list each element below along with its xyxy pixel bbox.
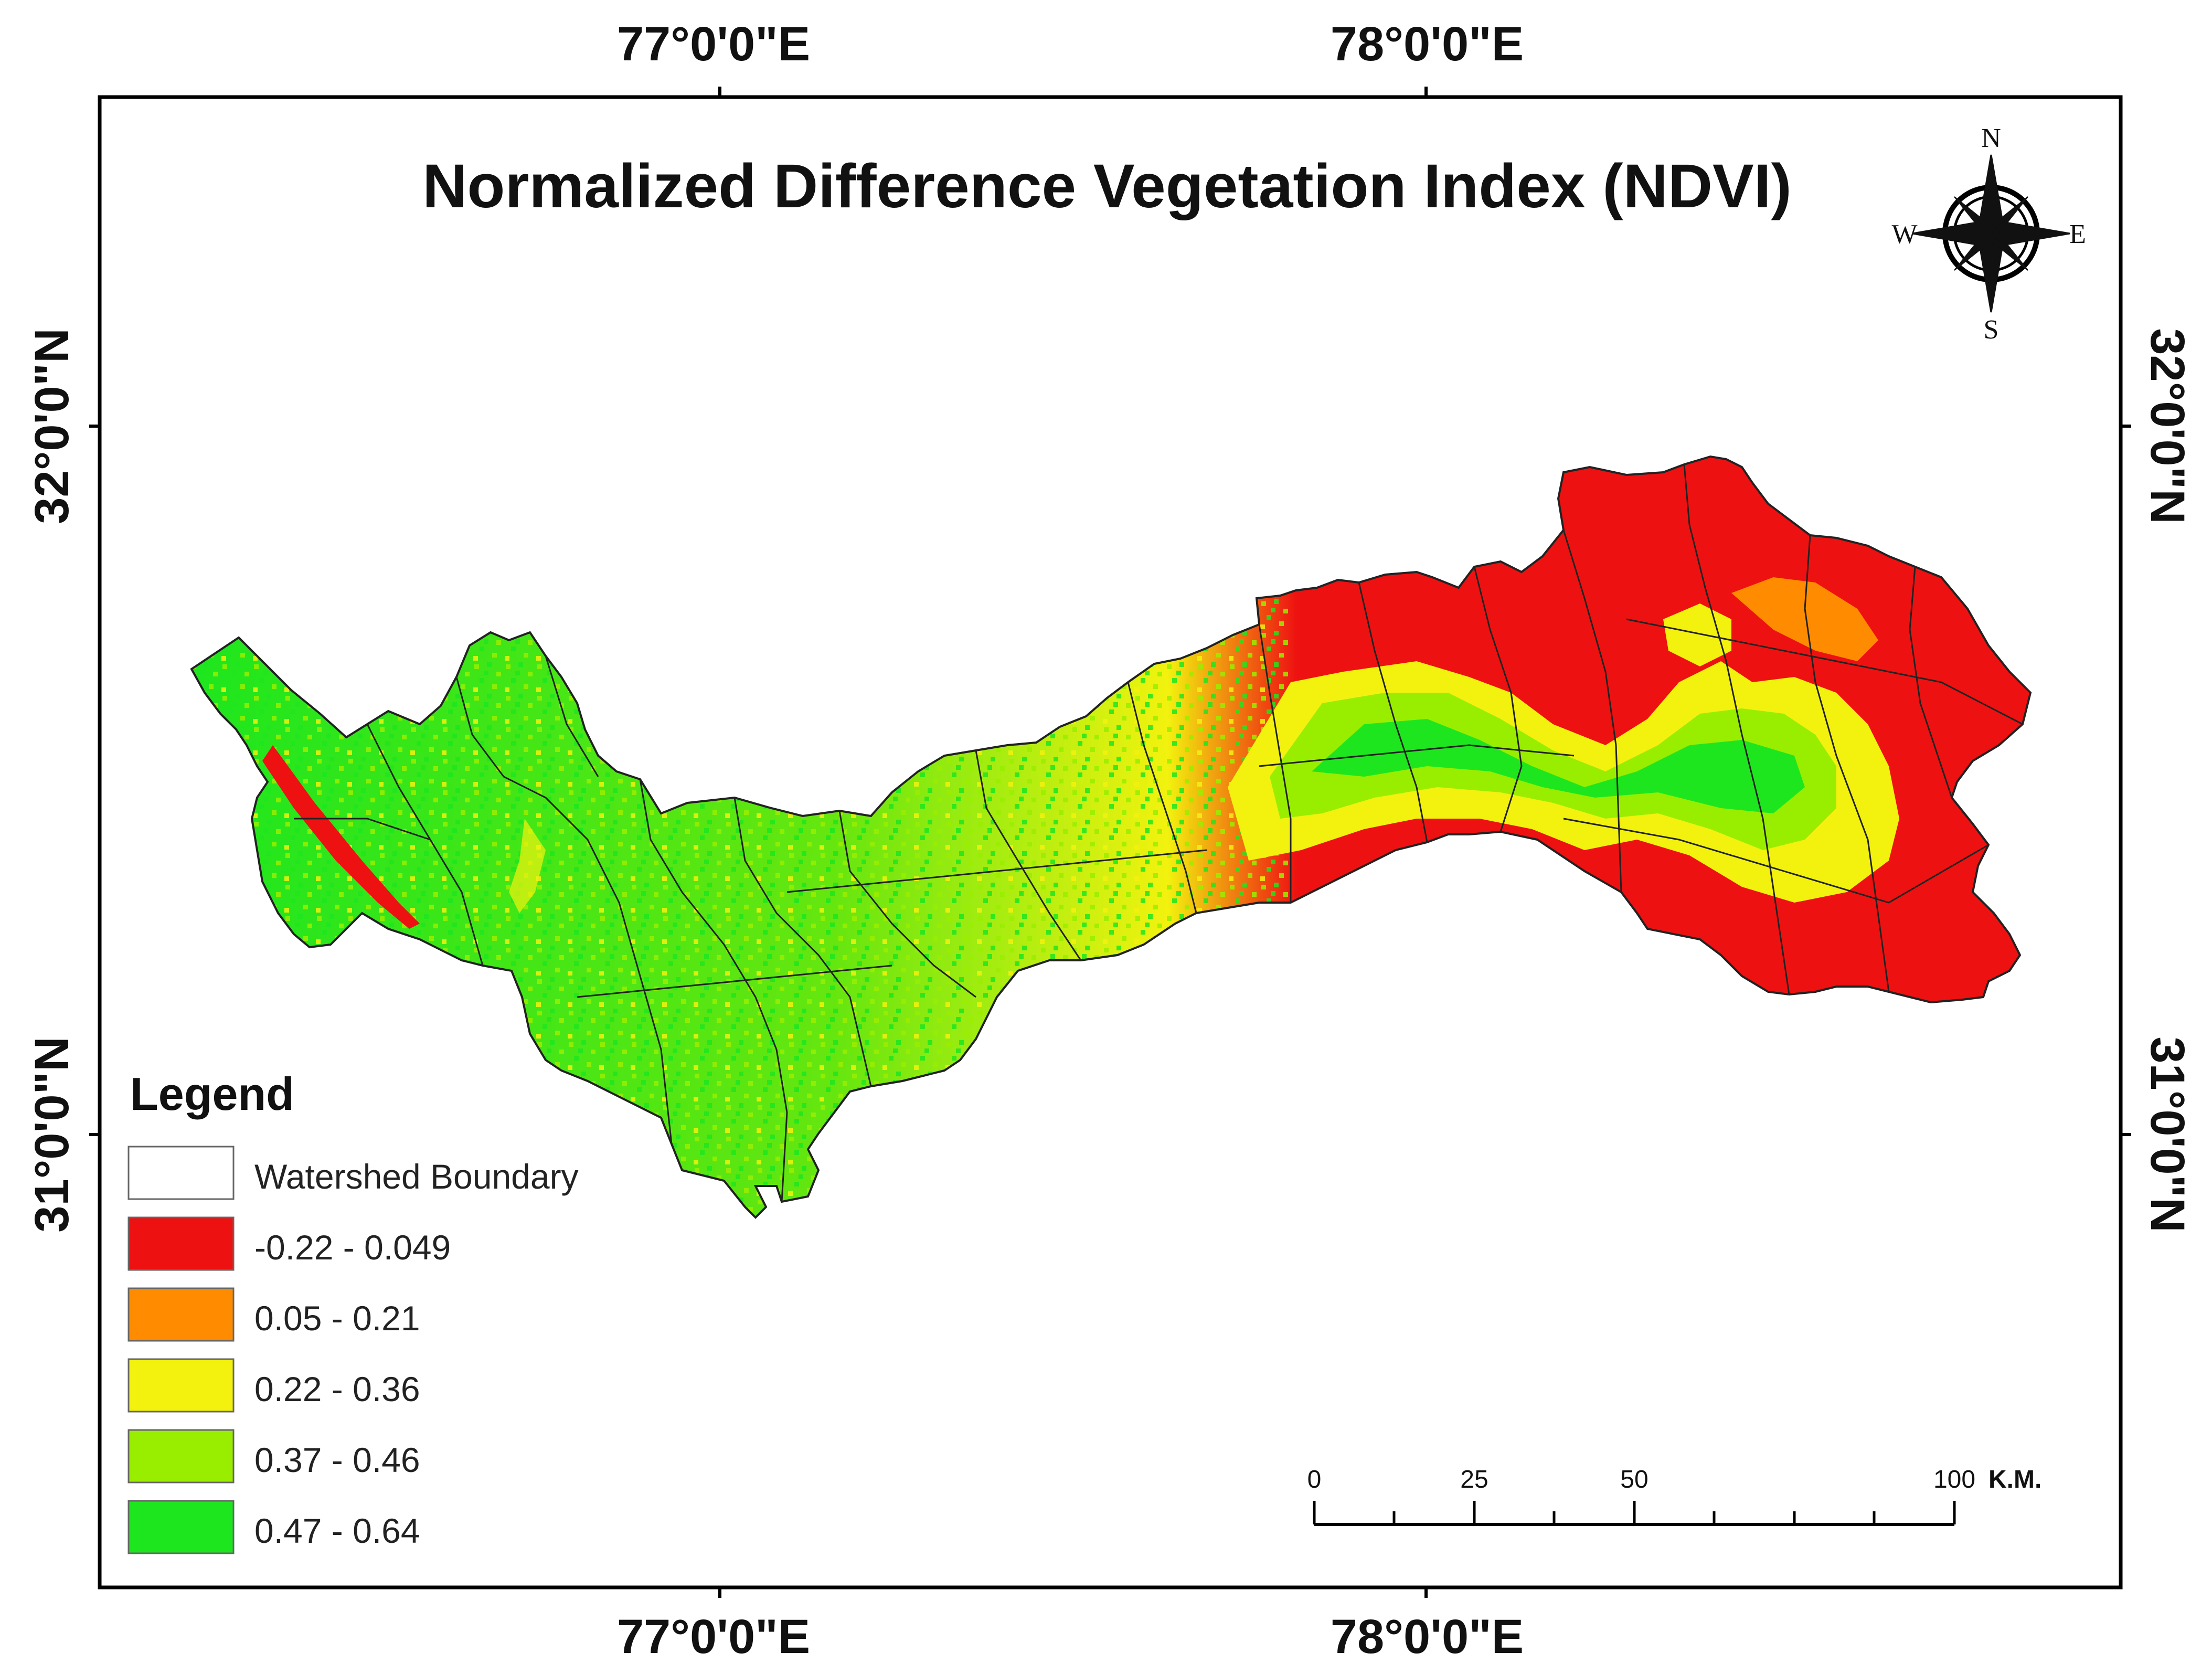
legend-heading: Legend <box>130 1068 294 1120</box>
river-channel <box>262 745 420 929</box>
legend-swatch-class-5 <box>127 1500 235 1554</box>
compass-e: E <box>2069 219 2086 249</box>
left-latitude-label-32: 32°0'0"N <box>25 328 79 524</box>
sub-watershed-boundaries <box>294 464 2023 1202</box>
legend-label-class-4: 0.37 - 0.46 <box>254 1440 420 1479</box>
legend-label-class-5: 0.47 - 0.64 <box>254 1511 420 1550</box>
bottom-longitude-label-78: 78°0'0"E <box>1331 1610 1524 1664</box>
north-arrow-compass: N S E W <box>1891 123 2086 345</box>
scale-label-100: 100 <box>1933 1466 1975 1493</box>
top-longitude-label-78: 78°0'0"E <box>1331 17 1524 71</box>
left-latitude-label-31: 31°0'0"N <box>25 1036 79 1232</box>
legend-swatch-class-2 <box>127 1287 235 1342</box>
legend-label-class-3: 0.22 - 0.36 <box>254 1370 420 1408</box>
scale-label-25: 25 <box>1460 1466 1488 1493</box>
bottom-longitude-label-77: 77°0'0"E <box>617 1610 810 1664</box>
legend-swatch-class-4 <box>127 1429 235 1484</box>
compass-needle-half <box>1912 155 2070 312</box>
graticule-ticks <box>89 87 2131 1598</box>
compass-n: N <box>1981 123 2001 153</box>
scale-label-50: 50 <box>1620 1466 1648 1493</box>
legend-swatch-class-1 <box>127 1216 235 1271</box>
top-longitude-label-77: 77°0'0"E <box>617 17 810 71</box>
map-frame <box>98 95 2123 1590</box>
compass-s: S <box>1984 315 1999 345</box>
legend-label-class-2: 0.05 - 0.21 <box>254 1299 420 1338</box>
compass-w: W <box>1891 219 1917 249</box>
legend: Legend Watershed Boundary -0.22 - 0.049 … <box>127 1068 579 1554</box>
scale-unit: K.M. <box>1988 1466 2041 1493</box>
right-latitude-label-32: 32°0'0"N <box>2141 328 2194 524</box>
legend-label-class-1: -0.22 - 0.049 <box>254 1228 451 1267</box>
legend-swatch-class-3 <box>127 1358 235 1413</box>
right-latitude-label-31: 31°0'0"N <box>2141 1036 2194 1232</box>
legend-swatch-watershed-boundary <box>127 1146 235 1200</box>
map-title: Normalized Difference Vegetation Index (… <box>422 152 1792 221</box>
watershed-basin <box>190 455 2032 1219</box>
scale-bar: 0 25 50 100 K.M. <box>1307 1466 2041 1526</box>
scale-label-0: 0 <box>1307 1466 1322 1493</box>
legend-label-watershed-boundary: Watershed Boundary <box>254 1157 579 1196</box>
compass-needle-diagonal-white <box>1954 196 2028 271</box>
